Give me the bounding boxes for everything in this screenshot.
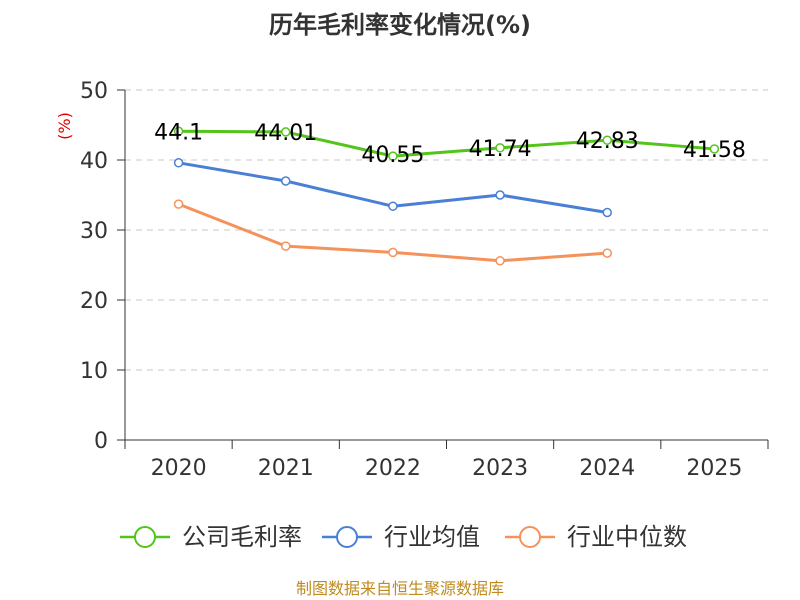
- legend-label: 行业均值: [384, 523, 480, 551]
- x-tick-label: 2023: [472, 456, 528, 481]
- data-point: [173, 199, 184, 209]
- data-label: 42.83: [576, 129, 639, 154]
- data-point: [388, 151, 398, 161]
- x-tick-label: 2022: [365, 456, 421, 481]
- data-point: [602, 248, 612, 258]
- data-point: [281, 176, 291, 186]
- data-point: [281, 127, 291, 137]
- source-note: 制图数据来自恒生聚源数据库: [296, 579, 504, 598]
- data-point: [495, 190, 505, 200]
- data-point: [173, 126, 184, 137]
- x-tick-label: 2025: [686, 456, 742, 481]
- data-point: [602, 135, 612, 145]
- legend-marker-icon: [134, 526, 156, 548]
- data-labels: 44.1 44.01 40.55 41.74 42.83 41.58: [154, 120, 746, 168]
- chart-title: 历年毛利率变化情况(%): [269, 11, 531, 39]
- y-tick-label: 40: [80, 149, 108, 174]
- legend[interactable]: 公司毛利率 行业均值 行业中位数: [120, 523, 687, 551]
- legend-label: 行业中位数: [567, 523, 687, 551]
- y-axis-unit: (%): [55, 112, 74, 140]
- data-label: 41.58: [683, 138, 746, 163]
- series-lines: [173, 126, 720, 266]
- data-point: [495, 143, 505, 153]
- y-tick-label: 10: [80, 359, 108, 384]
- x-tick-label: 2021: [258, 456, 314, 481]
- data-label: 40.55: [361, 143, 424, 168]
- data-label: 41.74: [469, 137, 532, 162]
- grid-lines: [125, 89, 768, 371]
- axes: 0 10 20 30 40 50 2020 2021 2022 2023 2024 2025: [80, 79, 769, 481]
- x-tick-label: 2020: [151, 456, 207, 481]
- y-tick-label: 30: [80, 219, 108, 244]
- data-point: [281, 241, 291, 251]
- data-point: [709, 144, 720, 154]
- x-tick-label: 2024: [579, 456, 635, 481]
- data-point: [388, 247, 398, 258]
- data-label: 44.01: [254, 121, 317, 146]
- data-point: [173, 158, 184, 168]
- legend-label: 公司毛利率: [182, 523, 302, 551]
- data-point: [602, 207, 612, 218]
- legend-marker-icon: [336, 526, 358, 548]
- y-tick-label: 50: [80, 79, 108, 104]
- series-line-0: [178, 129, 715, 158]
- data-point: [388, 201, 398, 211]
- data-label: 44.1: [154, 120, 203, 145]
- data-point: [495, 256, 505, 266]
- legend-marker-icon: [519, 526, 541, 548]
- y-tick-label: 20: [80, 289, 108, 314]
- y-tick-label: 0: [94, 429, 108, 454]
